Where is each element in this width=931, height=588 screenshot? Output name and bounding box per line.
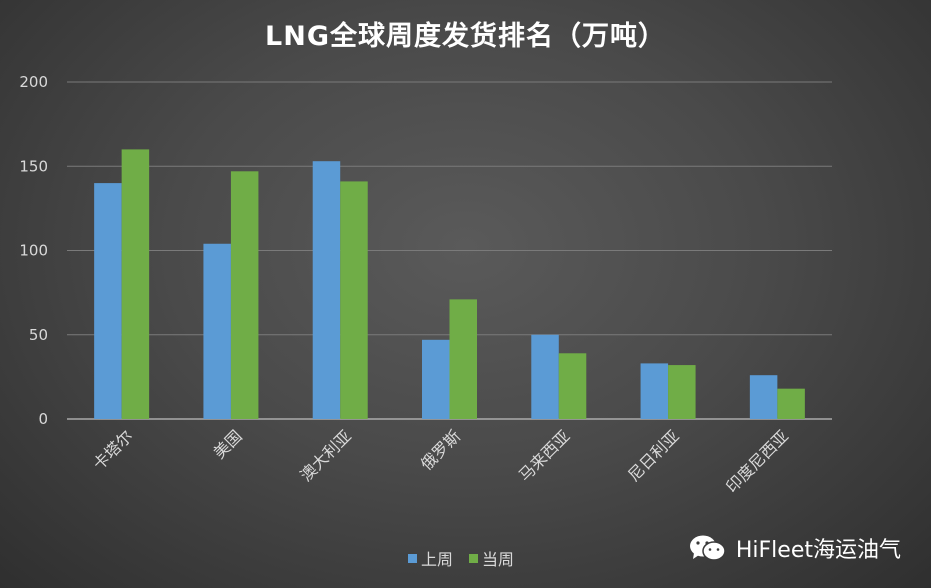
x-tick-label: 尼日利亚 bbox=[624, 426, 683, 485]
legend-label-this-week: 当周 bbox=[482, 550, 515, 569]
bar-this-week bbox=[668, 365, 696, 419]
legend-swatch-this-week bbox=[469, 553, 479, 563]
legend-label-last-week: 上周 bbox=[421, 550, 454, 569]
bar-last-week bbox=[749, 375, 778, 419]
watermark-text: HiFleet海运油气 bbox=[735, 538, 901, 563]
bar-this-week bbox=[230, 171, 259, 419]
legend-item-last-week: 上周 bbox=[408, 546, 453, 570]
bar-last-week bbox=[203, 243, 231, 419]
bar-last-week bbox=[640, 363, 669, 419]
y-tick-label: 150 bbox=[19, 157, 48, 175]
x-tick-label: 卡塔尔 bbox=[89, 426, 136, 473]
x-tick-label: 俄罗斯 bbox=[417, 426, 464, 473]
bar-this-week bbox=[340, 181, 368, 419]
bar-last-week bbox=[422, 339, 450, 419]
bar-this-week bbox=[121, 149, 150, 419]
y-tick-label: 50 bbox=[29, 326, 48, 344]
x-tick-label: 澳大利亚 bbox=[296, 426, 355, 485]
bar-this-week bbox=[777, 388, 805, 419]
legend-swatch-last-week bbox=[408, 553, 417, 563]
watermark: HiFleet海运油气 bbox=[688, 532, 901, 564]
x-tick-label: 印度尼西亚 bbox=[722, 426, 792, 496]
bar-this-week bbox=[449, 299, 477, 419]
y-tick-label: 100 bbox=[19, 242, 48, 260]
chart-legend: 上周 当周 bbox=[408, 546, 514, 570]
x-tick-label: 马来西亚 bbox=[515, 426, 574, 485]
wechat-icon bbox=[689, 535, 726, 561]
bar-last-week bbox=[312, 161, 341, 419]
x-tick-label: 美国 bbox=[210, 426, 246, 462]
legend-item-this-week: 当周 bbox=[469, 546, 514, 570]
y-tick-label: 0 bbox=[38, 410, 48, 428]
bar-last-week bbox=[94, 183, 122, 419]
bar-this-week bbox=[558, 353, 587, 419]
bar-last-week bbox=[531, 334, 559, 419]
y-tick-label: 200 bbox=[19, 73, 48, 91]
chart-title: LNG全球周度发货排名（万吨） bbox=[265, 21, 666, 52]
